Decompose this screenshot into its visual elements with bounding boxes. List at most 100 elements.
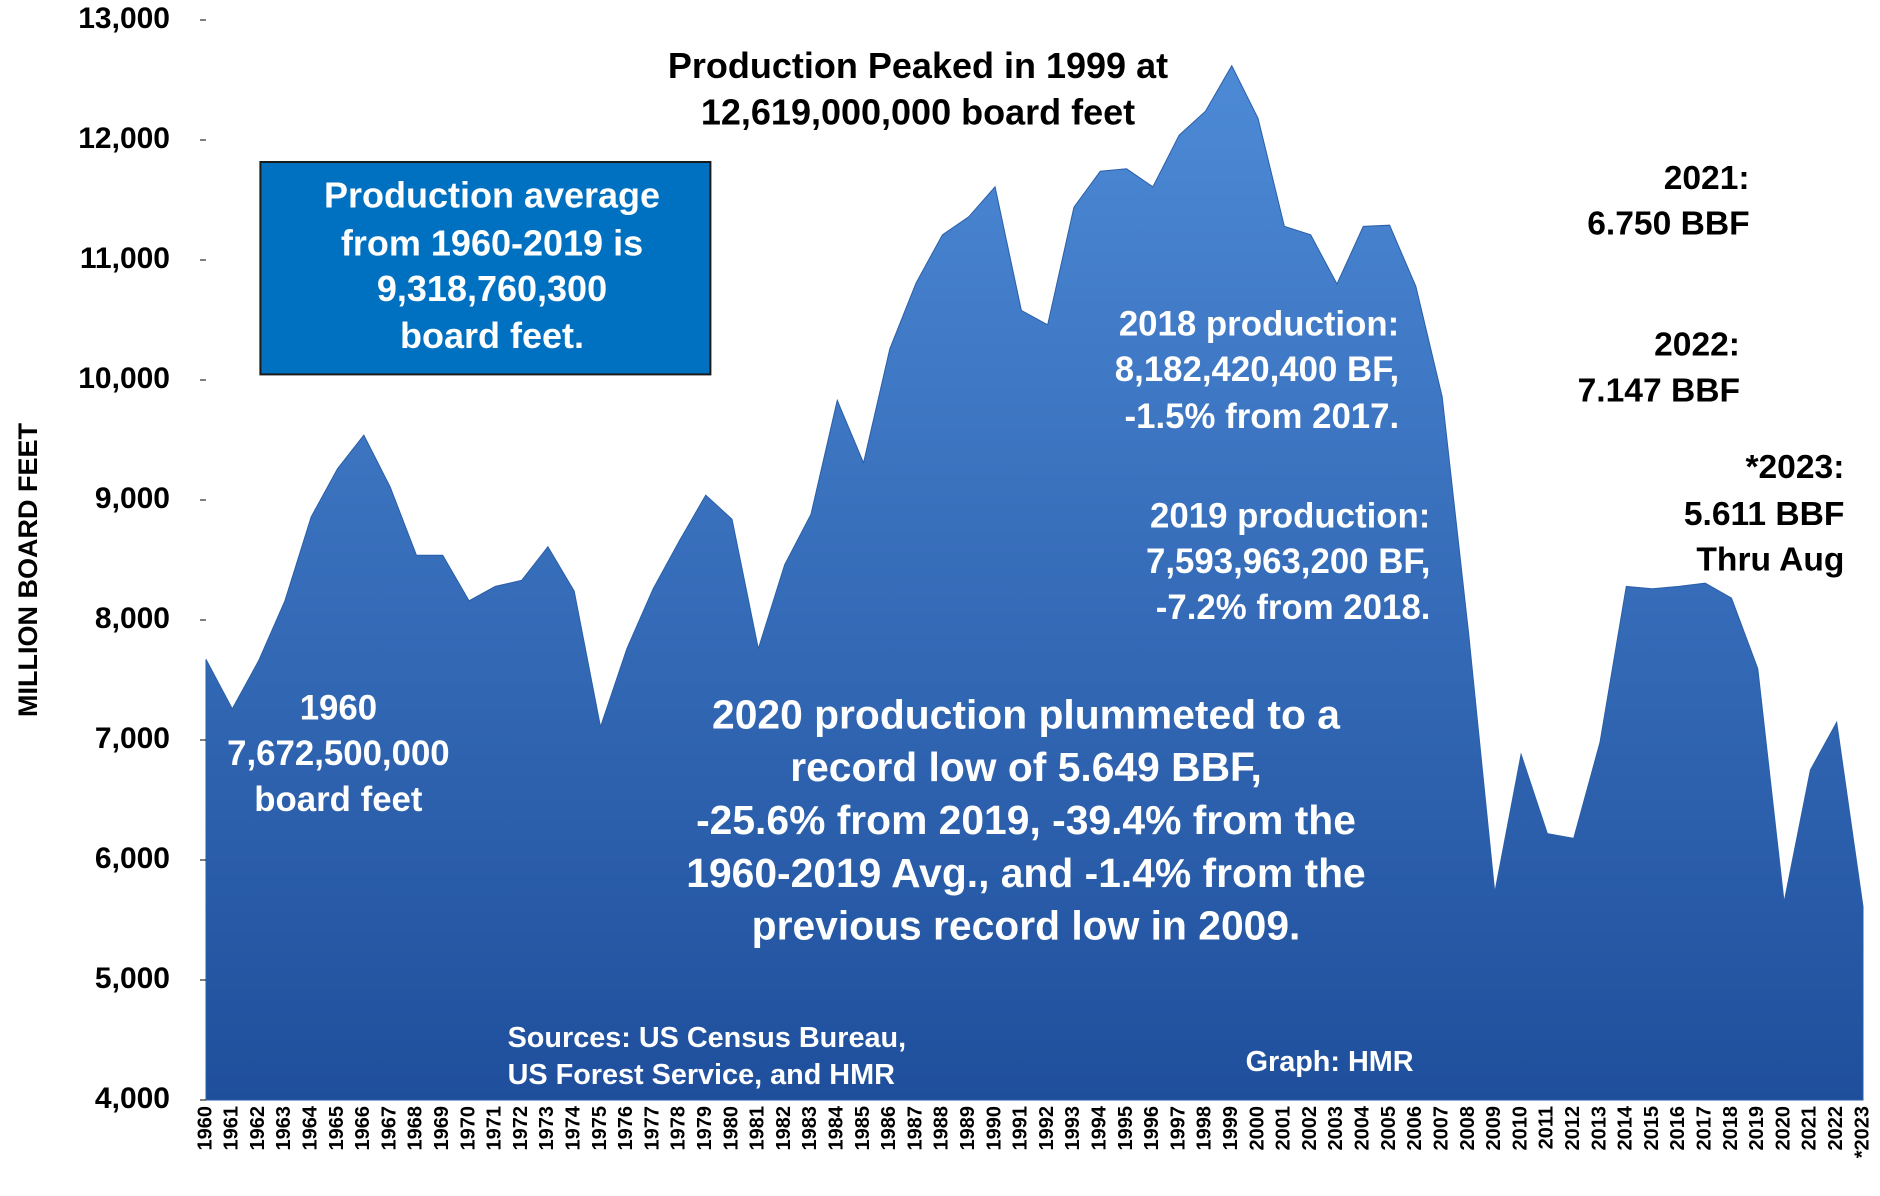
x-tick-label: 1994 [1089, 1105, 1111, 1150]
x-tick-label: 1979 [694, 1106, 716, 1151]
area [205, 64, 1864, 1101]
x-tick-label: 2013 [1588, 1106, 1610, 1151]
annotation: 2020 production plummeted to a [712, 691, 1340, 737]
x-tick-label: 1999 [1220, 1106, 1242, 1151]
x-tick-label: 1998 [1194, 1106, 1216, 1151]
annotation: from 1960-2019 is [341, 223, 643, 264]
annotation: 9,318,760,300 [377, 268, 607, 309]
y-tick-label: 4,000 [95, 1082, 170, 1115]
x-tick-label: *2023 [1851, 1106, 1873, 1158]
x-tick-label: 1987 [904, 1106, 926, 1151]
annotation: -7.2% from 2018. [1156, 588, 1431, 627]
annotation: -25.6% from 2019, -39.4% from the [696, 797, 1356, 843]
x-tick-label: 1983 [799, 1106, 821, 1151]
y-tick-label: 5,000 [95, 962, 170, 995]
x-tick-label: 2006 [1404, 1106, 1426, 1151]
annotation: 7,593,963,200 BF, [1146, 542, 1430, 581]
x-tick-label: 2018 [1720, 1106, 1742, 1151]
x-tick-label: 1963 [273, 1106, 295, 1151]
annotation: board feet [254, 780, 423, 819]
y-tick-label: 10,000 [78, 362, 170, 395]
annotation: Production average [324, 175, 660, 216]
x-tick-label: 1964 [299, 1105, 321, 1150]
x-tick-label: 2001 [1273, 1106, 1295, 1151]
y-tick-label: 11,000 [80, 242, 170, 275]
annotation: 1960 [300, 689, 377, 728]
x-tick-label: 2005 [1378, 1106, 1400, 1151]
x-tick-label: 1971 [484, 1106, 506, 1151]
annotation: -1.5% from 2017. [1125, 397, 1400, 436]
y-tick-label: 13,000 [78, 2, 170, 35]
annotation: Production Peaked in 1999 at [668, 45, 1168, 86]
x-tick-label: 1989 [957, 1106, 979, 1151]
x-tick-label: 1986 [878, 1106, 900, 1151]
x-tick-label: 1977 [641, 1106, 663, 1151]
annotation: record low of 5.649 BBF, [790, 744, 1262, 790]
annotation: 2019 production: [1150, 497, 1430, 536]
x-tick-label: 1966 [352, 1106, 374, 1151]
x-tick-label: 2011 [1536, 1106, 1558, 1149]
annotation: 7.147 BBF [1578, 372, 1740, 409]
x-tick-label: 2020 [1772, 1106, 1794, 1151]
x-tick-label: 2002 [1299, 1106, 1321, 1151]
x-tick-label: 2000 [1246, 1106, 1268, 1151]
x-tick-label: 1965 [326, 1106, 348, 1151]
x-tick-label: 2010 [1509, 1106, 1531, 1151]
annotation: Graph: HMR [1246, 1046, 1414, 1078]
y-axis-label: MILLION BOARD FEET [13, 423, 43, 717]
x-tick-label: 1961 [221, 1106, 243, 1151]
x-tick-label: 1973 [536, 1106, 558, 1151]
x-tick-label: 1982 [773, 1106, 795, 1151]
annotation: 1960-2019 Avg., and -1.4% from the [686, 850, 1365, 896]
annotation: US Forest Service, and HMR [508, 1059, 895, 1091]
annotation: 7,672,500,000 [227, 734, 450, 773]
x-tick-label: 2021 [1799, 1106, 1821, 1151]
x-tick-label: 1974 [563, 1105, 585, 1150]
y-tick-label: 7,000 [95, 722, 170, 755]
x-tick-label: 1991 [1010, 1106, 1032, 1151]
x-tick-label: 2003 [1325, 1106, 1347, 1151]
x-tick-label: 1984 [826, 1105, 848, 1150]
average-box [259, 161, 712, 376]
x-tick-label: 1995 [1115, 1106, 1137, 1151]
annotation: board feet. [400, 315, 584, 356]
x-tick-label: 1960 [194, 1106, 216, 1151]
annotation: 2021: [1664, 160, 1750, 197]
annotation: Sources: US Census Bureau, [508, 1022, 906, 1054]
y-tick-label: 6,000 [95, 842, 170, 875]
annotation: 12,619,000,000 board feet [701, 92, 1135, 133]
y-tick-label: 12,000 [78, 122, 170, 155]
x-tick-label: 1962 [247, 1106, 269, 1151]
x-tick-label: 1976 [615, 1106, 637, 1151]
x-tick-label: 1978 [668, 1106, 690, 1151]
x-tick-label: 1992 [1036, 1106, 1058, 1151]
annotation: Thru Aug [1696, 541, 1844, 578]
x-tick-label: 2012 [1562, 1106, 1584, 1151]
x-tick-label: 1969 [431, 1106, 453, 1151]
x-tick-label: 1970 [457, 1106, 479, 1151]
y-tick-label: 9,000 [95, 482, 170, 515]
x-tick-label: 2007 [1430, 1106, 1452, 1151]
x-tick-label: 1967 [378, 1106, 400, 1151]
x-tick-label: 1997 [1167, 1106, 1189, 1151]
annotation: 2022: [1654, 327, 1740, 364]
x-tick-label: 2016 [1667, 1106, 1689, 1151]
annotation: 6.750 BBF [1587, 205, 1749, 242]
x-tick-label: 2019 [1746, 1106, 1768, 1151]
x-tick-label: 2014 [1615, 1105, 1637, 1150]
x-tick-label: 1972 [510, 1106, 532, 1151]
annotation: 2018 production: [1119, 305, 1399, 344]
x-tick-label: 2004 [1352, 1105, 1374, 1150]
x-tick-label: 2009 [1483, 1106, 1505, 1151]
x-tick-label: 1981 [747, 1106, 769, 1151]
x-tick-label: 1975 [589, 1106, 611, 1151]
x-tick-label: 1996 [1141, 1106, 1163, 1151]
annotation: 5.611 BBF [1684, 496, 1845, 533]
annotation: previous record low in 2009. [752, 903, 1301, 949]
y-tick-label: 8,000 [95, 602, 170, 635]
x-tick-label: 2008 [1457, 1106, 1479, 1151]
x-tick-label: 1968 [405, 1106, 427, 1151]
x-tick-label: 2015 [1641, 1106, 1663, 1151]
x-tick-label: 1990 [983, 1106, 1005, 1151]
